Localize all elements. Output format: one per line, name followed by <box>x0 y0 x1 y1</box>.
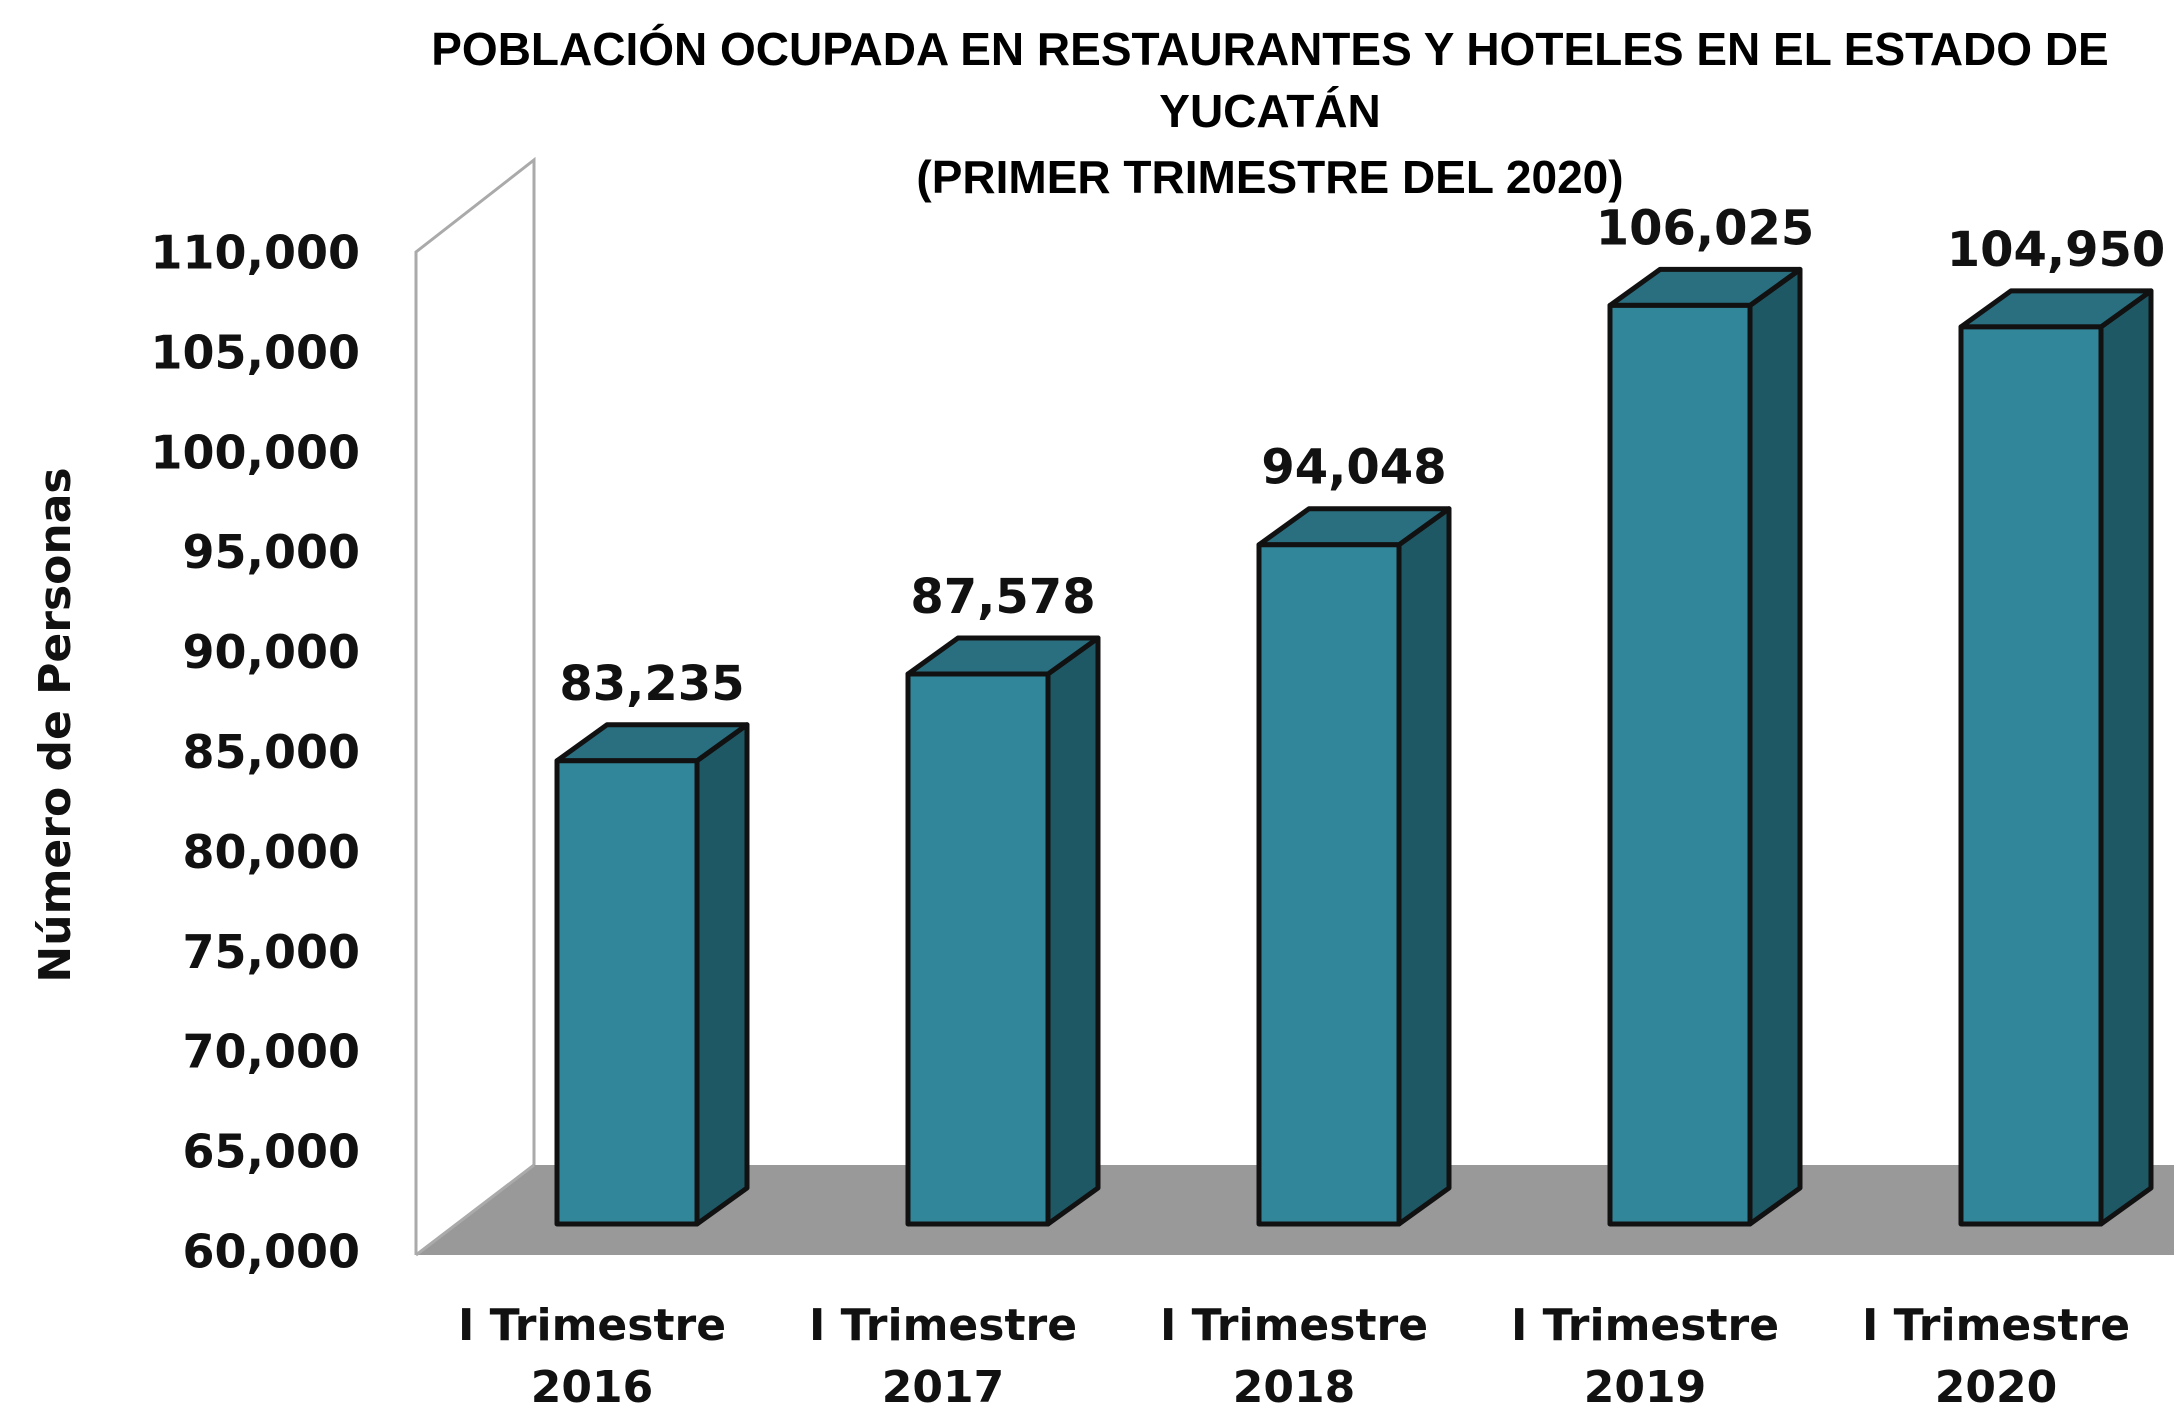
bar-front <box>1607 302 1753 1227</box>
wall-edge <box>415 1163 535 1257</box>
y-axis-label: Número de Personas <box>30 467 81 982</box>
bar <box>905 635 1101 1227</box>
y-tick-label: 110,000 <box>150 226 360 280</box>
y-tick-label: 60,000 <box>182 1225 360 1279</box>
bar-front <box>1958 324 2104 1227</box>
y-tick-label: 70,000 <box>182 1025 360 1079</box>
bar-side <box>694 722 750 1227</box>
bar-front <box>905 671 1051 1227</box>
chart-title: POBLACIÓN OCUPADA EN RESTAURANTES Y HOTE… <box>431 23 2109 137</box>
data-label: 106,025 <box>1596 200 1815 256</box>
bar <box>1958 288 2154 1227</box>
bar-side <box>1045 635 1101 1227</box>
bar <box>1607 266 1803 1227</box>
y-tick-label: 75,000 <box>182 925 360 979</box>
y-tick-label: 85,000 <box>182 725 360 779</box>
bar-front <box>554 758 700 1227</box>
y-tick-label: 80,000 <box>182 825 360 879</box>
y-tick-label: 65,000 <box>182 1125 360 1179</box>
data-label: 87,578 <box>910 569 1095 625</box>
data-label: 104,950 <box>1947 222 2166 278</box>
x-tick-label: I Trimestre 2017 <box>808 1300 1078 1413</box>
bar <box>1256 506 1452 1227</box>
y-tick-label: 90,000 <box>182 625 360 679</box>
bar-front <box>1256 542 1402 1227</box>
x-tick-label: I Trimestre 2016 <box>457 1300 727 1413</box>
x-tick-label: I Trimestre 2019 <box>1510 1300 1780 1413</box>
y-tick-label: 100,000 <box>150 425 360 479</box>
bar-side <box>1396 506 1452 1227</box>
data-label: 94,048 <box>1261 440 1446 496</box>
bar <box>554 722 750 1227</box>
chart-subtitle: (PRIMER TRIMESTRE DEL 2020) <box>916 151 1624 203</box>
data-label: 83,235 <box>559 656 744 712</box>
wall <box>414 156 536 1255</box>
x-tick-label: I Trimestre 2020 <box>1861 1300 2131 1413</box>
x-tick-label: I Trimestre 2018 <box>1159 1300 1429 1413</box>
y-tick-label: 95,000 <box>182 525 360 579</box>
bar-side <box>1747 266 1803 1227</box>
y-tick-label: 105,000 <box>150 325 360 379</box>
bar-side <box>2098 288 2154 1227</box>
